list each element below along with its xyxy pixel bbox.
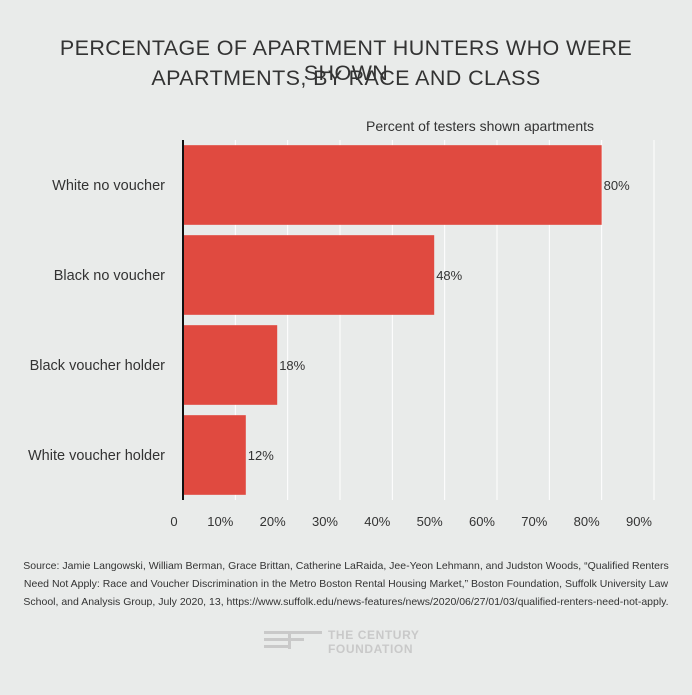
- data-label: 80%: [604, 178, 630, 193]
- x-tick-label: 30%: [312, 514, 338, 529]
- x-tick-label: 40%: [364, 514, 390, 529]
- century-foundation-logo: THE CENTURY FOUNDATION: [264, 628, 434, 658]
- bar: [183, 145, 602, 225]
- source-line-2: Need Not Apply: Race and Voucher Discrim…: [23, 578, 669, 590]
- category-label: White voucher holder: [28, 448, 165, 464]
- x-tick-label: 0: [170, 514, 177, 529]
- category-label: White no voucher: [52, 178, 165, 194]
- logo-line-2: FOUNDATION: [328, 642, 414, 656]
- bar: [183, 235, 435, 315]
- x-tick-label: 60%: [469, 514, 495, 529]
- chart-title-line-2: APARTMENTS, BY RACE AND CLASS: [151, 66, 541, 90]
- chart-title-line-1: PERCENTAGE OF APARTMENT HUNTERS WHO WERE…: [59, 36, 633, 85]
- data-label: 48%: [436, 268, 462, 283]
- source-line-3: School, and Analysis Group, July 2020, 1…: [23, 596, 669, 608]
- x-tick-label: 90%: [626, 514, 652, 529]
- bar: [183, 415, 246, 495]
- x-tick-label: 20%: [260, 514, 286, 529]
- x-axis-title: Percent of testers shown apartments: [366, 118, 594, 134]
- bar: [183, 325, 278, 405]
- data-label: 12%: [248, 448, 274, 463]
- category-label: Black no voucher: [54, 268, 165, 284]
- logo-line-1: THE CENTURY: [328, 628, 420, 642]
- x-tick-label: 10%: [207, 514, 233, 529]
- x-tick-label: 70%: [521, 514, 547, 529]
- bar-chart: White no voucher 80% Black no voucher 48% Bl…: [28, 140, 655, 529]
- source-line-1: Source: Jamie Langowski, William Berman,…: [23, 560, 669, 572]
- source-note: Source: Jamie Langowski, William Berman,…: [20, 557, 672, 611]
- x-tick-label: 50%: [417, 514, 443, 529]
- x-tick-label: 80%: [574, 514, 600, 529]
- logo-mark-icon: [264, 631, 322, 649]
- data-label: 18%: [279, 358, 305, 373]
- category-label: Black voucher holder: [30, 358, 166, 374]
